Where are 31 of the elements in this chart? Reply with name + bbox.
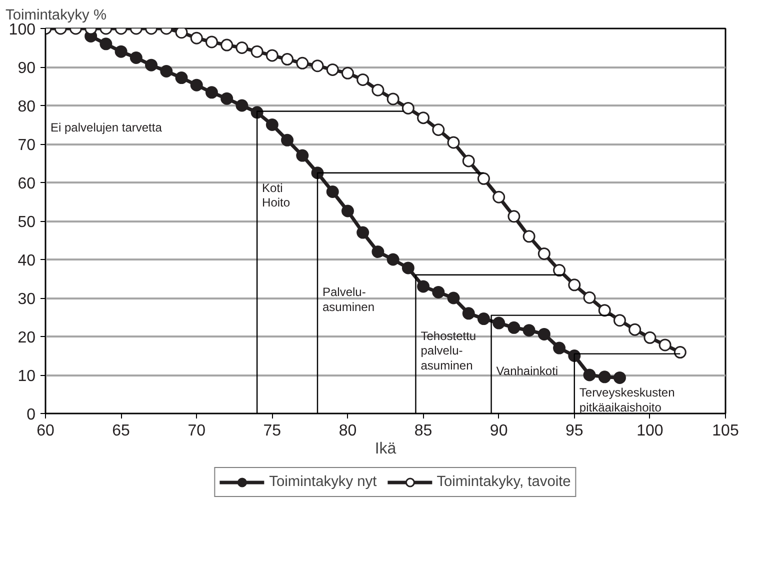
x-tick-label: 95: [565, 422, 584, 440]
y-tick-label: 20: [18, 330, 36, 346]
annotation: Tehostettu palvelu- asuminen: [420, 328, 476, 372]
x-tick-label: 100: [636, 422, 664, 440]
y-tick-label: 50: [18, 214, 36, 231]
y-tick-label: 10: [18, 368, 36, 385]
x-tick-label: 60: [36, 422, 54, 440]
annotation: Terveyskeskusten pitkäaikaishoito: [579, 386, 675, 414]
x-tick-label: 105: [712, 422, 739, 440]
annotation: Koti Hoito: [262, 180, 290, 210]
annotation: Palvelu- asuminen: [322, 285, 375, 314]
x-tick-label: 70: [188, 422, 206, 440]
y-tick-label: 90: [18, 60, 36, 77]
y-tick-label: 80: [18, 98, 36, 116]
x-tick-label: 80: [338, 422, 357, 440]
legend-label: Toimintakyky nyt: [269, 474, 377, 490]
legend-label: Toimintakyky, tavoite: [436, 474, 571, 490]
x-axis-title: Ikä: [374, 440, 396, 458]
x-tick-label: 85: [414, 422, 432, 440]
y-tick-label: 60: [18, 176, 36, 192]
x-tick-label: 75: [263, 422, 282, 440]
y-tick-label: 70: [18, 137, 36, 154]
x-tick-label: 65: [112, 422, 130, 440]
y-tick-label: 30: [18, 291, 36, 308]
annotation: Ei palvelujen tarvetta: [50, 120, 162, 134]
y-axis-title: Toimintakyky %: [6, 8, 106, 24]
annotation: Vanhainkoti: [496, 364, 558, 378]
y-tick-label: 0: [26, 406, 36, 424]
y-tick-label: 40: [18, 252, 36, 270]
y-tick-label: 100: [8, 22, 36, 38]
x-tick-label: 90: [490, 422, 508, 440]
